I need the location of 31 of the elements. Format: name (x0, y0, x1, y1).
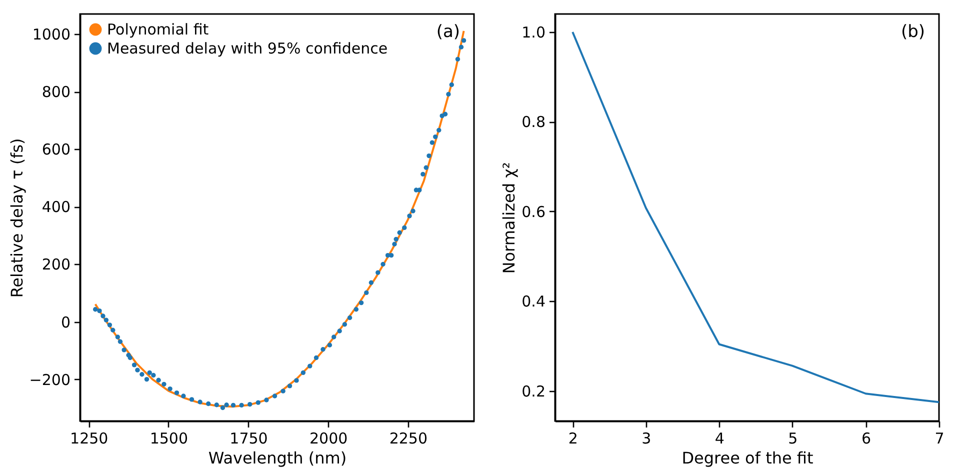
y-tick-label: 0.4 (522, 292, 546, 311)
y-tick-label: −200 (29, 370, 70, 389)
x-tick-label: 5 (788, 430, 798, 448)
y-tick-label: 0.8 (522, 113, 546, 132)
x-tick-label: 4 (714, 430, 724, 448)
legend-label: Measured delay with 95% confidence (107, 40, 388, 58)
x-tick-label: 3 (642, 430, 652, 448)
y-axis-title: Normalized χ² (500, 162, 519, 274)
x-tick-label: 7 (934, 430, 944, 448)
y-tick-label: 0.2 (522, 382, 546, 400)
y-tick-label: 400 (42, 198, 70, 216)
y-tick-label: 1000 (32, 26, 70, 44)
x-axis-title: Wavelength (nm) (208, 448, 347, 468)
x-tick-label: 1500 (150, 430, 188, 448)
annotation: (a) (436, 22, 460, 42)
y-tick-label: 200 (42, 256, 70, 274)
y-tick-label: 0.6 (522, 202, 546, 221)
x-tick-label: 6 (861, 430, 871, 448)
x-tick-label: 2000 (309, 430, 348, 448)
legend-label: Polynomial fit (107, 20, 209, 38)
y-tick-label: 600 (42, 140, 70, 159)
x-tick-label: 2 (568, 430, 578, 448)
y-tick-label: 0 (60, 313, 70, 332)
y-tick-label: 800 (42, 83, 70, 102)
x-tick-label: 2250 (389, 430, 428, 448)
y-axis-title: Relative delay τ (fs) (7, 138, 26, 298)
x-axis-title: Degree of the fit (682, 448, 814, 468)
x-tick-label: 1750 (230, 430, 268, 448)
y-tick-label: 1.0 (522, 23, 546, 42)
annotation: (b) (900, 22, 925, 42)
x-tick-label: 1250 (70, 430, 108, 448)
